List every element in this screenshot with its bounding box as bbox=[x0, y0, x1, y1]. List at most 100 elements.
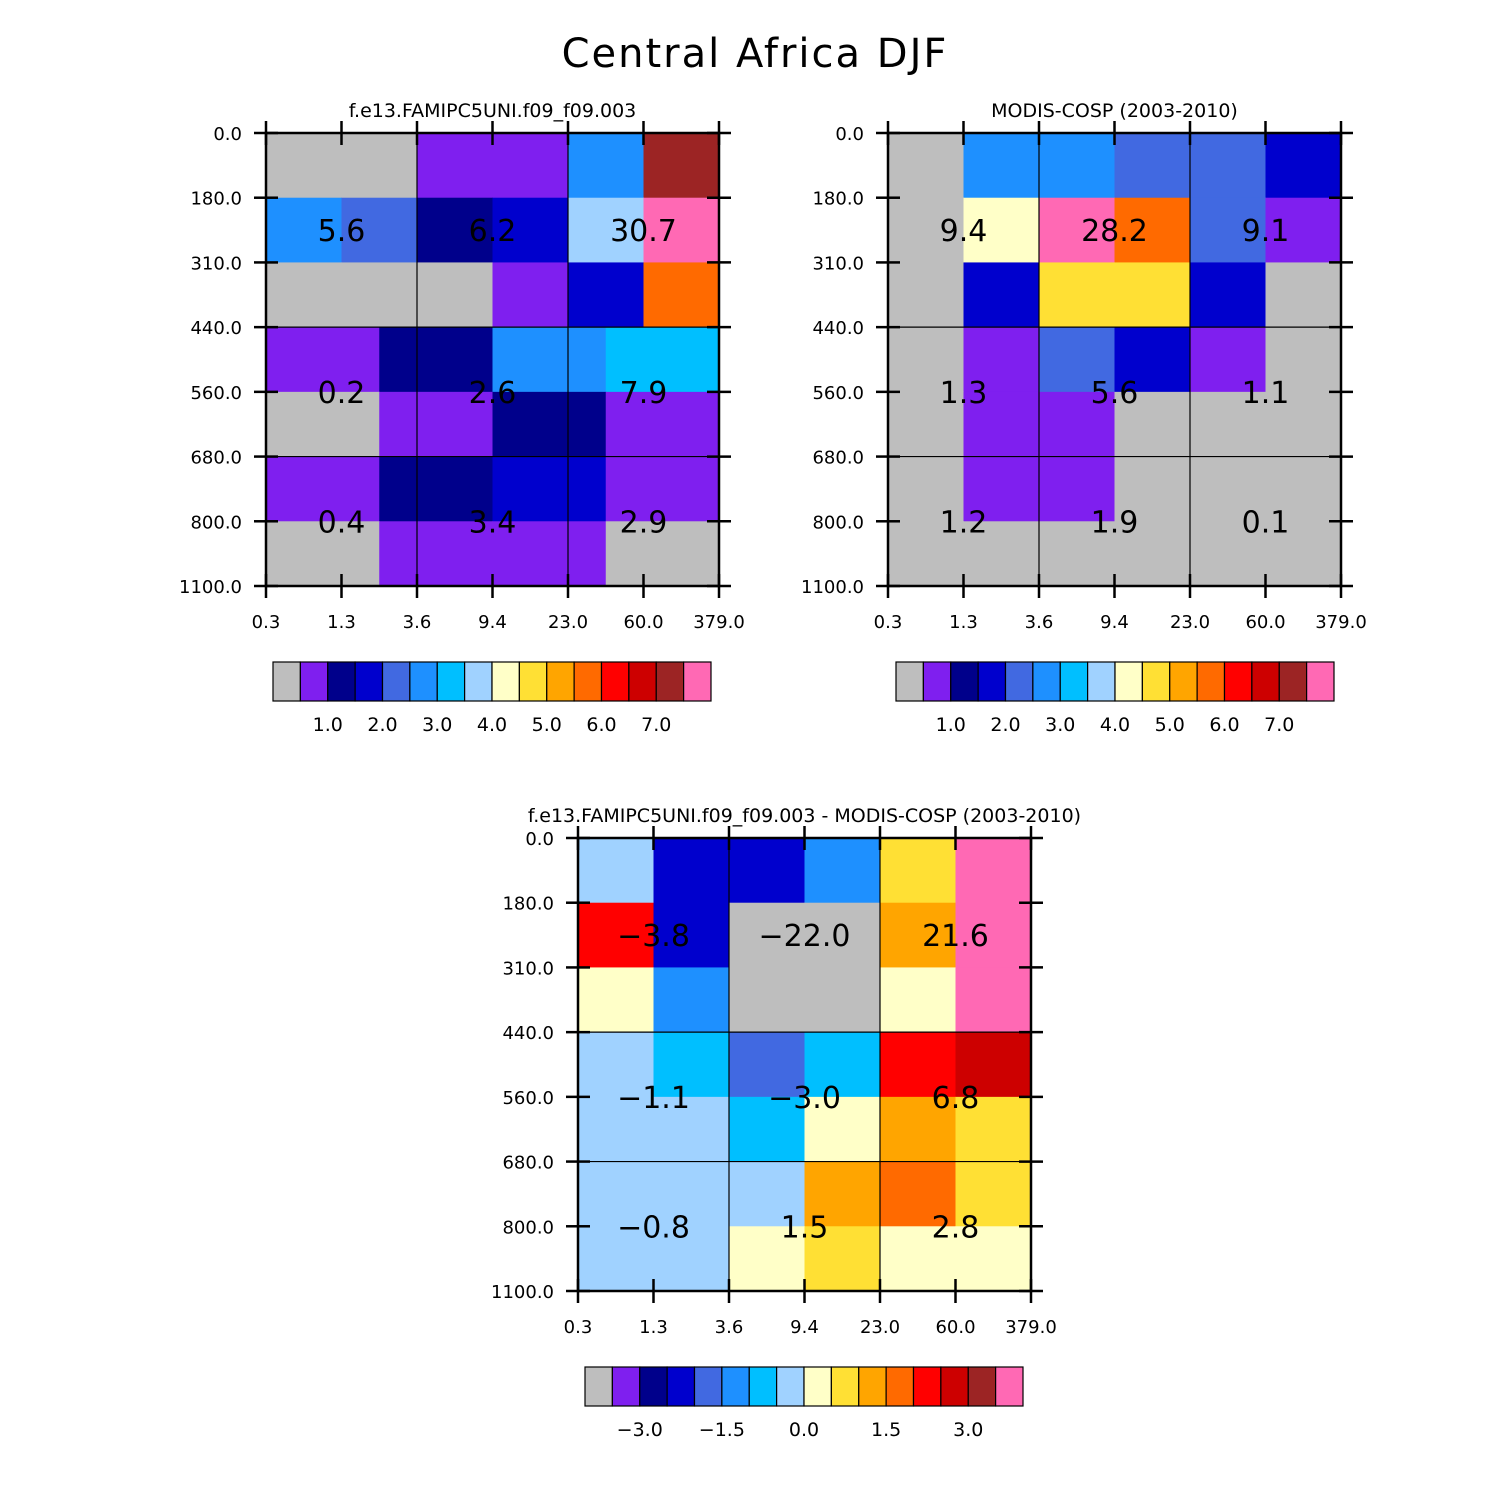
colorbar-swatch bbox=[436, 661, 466, 702]
heatmap-cell bbox=[1190, 197, 1266, 263]
y-tick-label: 180.0 bbox=[190, 189, 242, 210]
colorbar-swatch bbox=[272, 661, 301, 702]
x-tick-label: 3.6 bbox=[403, 612, 432, 633]
x-tick-label: 0.3 bbox=[564, 1317, 593, 1338]
heatmap-cell bbox=[1190, 391, 1266, 458]
heatmap-cell bbox=[341, 262, 418, 328]
heatmap-cell bbox=[605, 521, 720, 587]
heatmap-cell bbox=[1265, 391, 1342, 458]
x-tick-label: 1.3 bbox=[327, 612, 356, 633]
y-tick-label: 440.0 bbox=[190, 318, 242, 339]
colorbar-label: 3.0 bbox=[422, 714, 452, 736]
heatmap-cell bbox=[888, 197, 964, 263]
heatmap-cell bbox=[653, 967, 730, 1033]
x-tick-label: 9.4 bbox=[790, 1317, 819, 1338]
block-sum-label: −3.0 bbox=[768, 1081, 841, 1116]
y-tick-label: 310.0 bbox=[502, 958, 554, 979]
heatmap-cell bbox=[578, 838, 654, 904]
x-tick-label: 23.0 bbox=[1170, 612, 1210, 633]
block-sum-label: 30.7 bbox=[610, 214, 677, 249]
colorbar-label: 0.0 bbox=[789, 1419, 819, 1441]
heatmap-cell bbox=[955, 902, 1032, 968]
heatmap-cell bbox=[578, 902, 654, 968]
heatmap-cell bbox=[492, 133, 569, 199]
heatmap-cell bbox=[963, 133, 1040, 199]
heatmap-cell bbox=[955, 967, 1032, 1033]
colorbar-swatch bbox=[895, 661, 924, 702]
colorbar-label: 6.0 bbox=[1209, 714, 1239, 736]
heatmap-cell bbox=[653, 838, 730, 904]
heatmap-cell bbox=[880, 967, 956, 1033]
heatmap-cell bbox=[417, 197, 493, 263]
y-tick-label: 560.0 bbox=[190, 383, 242, 404]
colorbar-swatch bbox=[327, 661, 356, 702]
heatmap-cell bbox=[1265, 197, 1342, 263]
colorbar-label: 1.5 bbox=[871, 1419, 901, 1441]
panel-title: f.e13.FAMIPC5UNI.f09_f09.003 - MODIS-COS… bbox=[528, 805, 1081, 827]
colorbar-swatch bbox=[1251, 661, 1280, 702]
colorbar-swatch bbox=[655, 661, 685, 702]
panel-model: f.e13.FAMIPC5UNI.f09_f09.003 5.6 6.2 30.7 0.… bbox=[179, 100, 745, 736]
heatmap-cell bbox=[804, 838, 881, 904]
x-tick-label: 23.0 bbox=[548, 612, 588, 633]
colorbar-label: 5.0 bbox=[532, 714, 562, 736]
panel-title: f.e13.FAMIPC5UNI.f09_f09.003 bbox=[349, 100, 637, 122]
colorbar-label: 7.0 bbox=[1264, 714, 1294, 736]
heatmap-cell bbox=[492, 262, 569, 328]
colorbar-label: 2.0 bbox=[367, 714, 397, 736]
colorbar-swatch bbox=[1306, 661, 1335, 702]
heatmap-cell bbox=[1265, 262, 1342, 328]
x-tick-label: 60.0 bbox=[935, 1317, 975, 1338]
heatmap-cell bbox=[266, 197, 342, 263]
heatmap-cell bbox=[955, 838, 1032, 904]
heatmap-cell bbox=[1114, 327, 1191, 393]
colorbar-swatch bbox=[628, 661, 657, 702]
colorbar-label: 3.0 bbox=[1045, 714, 1075, 736]
block-sum-label: −1.1 bbox=[617, 1081, 690, 1116]
block-sum-label: 2.9 bbox=[620, 505, 668, 540]
colorbar-swatch bbox=[546, 661, 575, 702]
block-sum-label: 6.2 bbox=[469, 214, 517, 249]
y-tick-label: 0.0 bbox=[835, 124, 864, 145]
heatmap-cell bbox=[880, 838, 956, 904]
colorbar-label: −1.5 bbox=[699, 1419, 745, 1441]
heatmap-cell bbox=[729, 1032, 805, 1098]
colorbar-label: −3.0 bbox=[617, 1419, 663, 1441]
heatmap-cell bbox=[963, 197, 1040, 263]
heatmap-cell bbox=[1039, 456, 1115, 522]
colorbar-swatch bbox=[1169, 661, 1198, 702]
panel-diff: f.e13.FAMIPC5UNI.f09_f09.003 - MODIS-COS… bbox=[491, 805, 1081, 1441]
heatmap-cell bbox=[492, 197, 569, 263]
heatmap-cell bbox=[653, 1032, 730, 1098]
heatmap-cell bbox=[266, 133, 342, 199]
heatmap-cell bbox=[1265, 133, 1342, 199]
colorbar-swatch bbox=[683, 661, 712, 702]
colorbar-swatch bbox=[693, 1366, 723, 1407]
heatmap-cell bbox=[379, 456, 493, 522]
x-tick-label: 9.4 bbox=[478, 612, 507, 633]
y-tick-label: 560.0 bbox=[502, 1088, 554, 1109]
colorbar: −3.0 −1.5 0.0 1.5 3.0 bbox=[584, 1366, 1024, 1441]
block-sum-label: 3.4 bbox=[469, 505, 517, 540]
block-sum-label: −22.0 bbox=[759, 919, 851, 954]
heatmap-cell bbox=[1114, 197, 1191, 263]
colorbar-label: 6.0 bbox=[586, 714, 616, 736]
colorbar-swatch bbox=[1278, 661, 1308, 702]
heatmap-cell bbox=[341, 197, 418, 263]
heatmap-cell bbox=[804, 902, 881, 968]
heatmap-cell bbox=[888, 456, 964, 522]
heatmap-cell bbox=[605, 327, 720, 393]
heatmap-cell bbox=[955, 1226, 1032, 1292]
colorbar-label: 2.0 bbox=[990, 714, 1020, 736]
heatmap-cell bbox=[963, 327, 1040, 393]
heatmap-cell bbox=[880, 1096, 956, 1163]
heatmap-cell bbox=[804, 1161, 881, 1227]
heatmap-cell bbox=[888, 391, 964, 458]
heatmap-cell bbox=[729, 838, 805, 904]
heatmap-cell bbox=[568, 262, 644, 328]
x-tick-label: 60.0 bbox=[1245, 612, 1285, 633]
heatmap-cell bbox=[492, 327, 607, 393]
x-tick-label: 1.3 bbox=[639, 1317, 668, 1338]
colorbar-swatch bbox=[639, 1366, 668, 1407]
